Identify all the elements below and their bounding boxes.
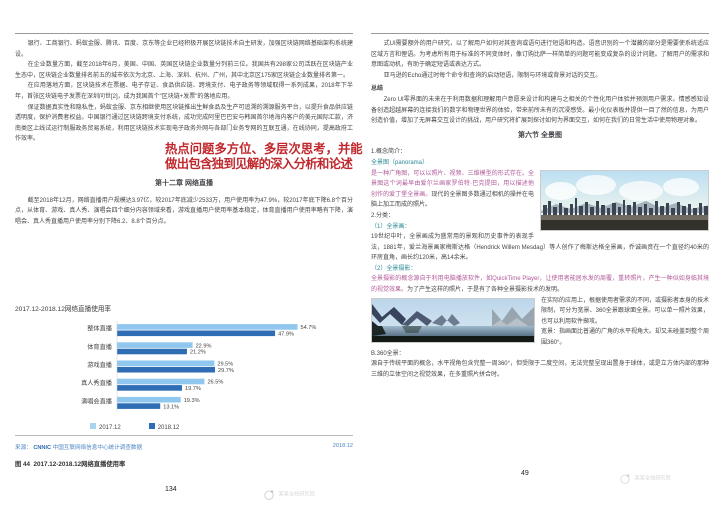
svg-text:13.1%: 13.1% [163,404,179,410]
svg-text:22.9%: 22.9% [196,343,212,349]
svg-text:体育直播: 体育直播 [87,343,113,351]
svg-text:真人秀直播: 真人秀直播 [81,379,113,387]
svg-text:54.7%: 54.7% [301,325,317,331]
svg-text:演唱会直播: 演唱会直播 [81,397,113,405]
svg-text:游戏直播: 游戏直播 [87,361,113,369]
svg-text:19.7%: 19.7% [185,386,201,392]
svg-text:26.5%: 26.5% [207,380,223,386]
svg-text:47.9%: 47.9% [278,332,294,338]
svg-text:19.3%: 19.3% [184,398,200,404]
svg-text:29.5%: 29.5% [217,362,233,368]
svg-text:21.2%: 21.2% [190,350,206,356]
svg-text:29.7%: 29.7% [218,368,234,374]
svg-text:整体直播: 整体直播 [87,325,113,333]
